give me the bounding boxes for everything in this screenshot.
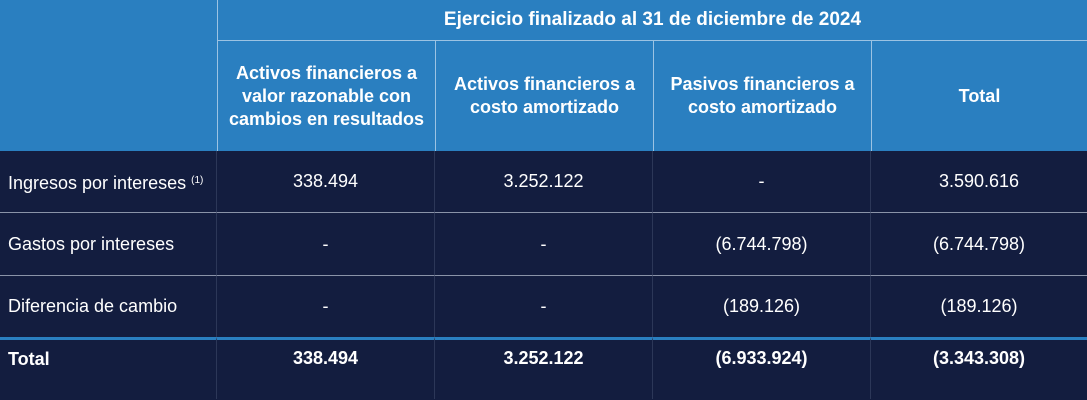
total-cell: (6.933.924): [653, 337, 871, 399]
row-label-interest-income: Ingresos por intereses (1): [0, 151, 217, 213]
row-label-exchange-difference: Diferencia de cambio: [0, 276, 217, 337]
column-header-total: Total: [871, 40, 1087, 151]
column-header-fvtpl: Activos financieros a valor razonable co…: [217, 40, 435, 151]
table-cell: -: [435, 213, 653, 276]
table-cell: -: [217, 213, 435, 276]
total-cell: 338.494: [217, 337, 435, 399]
table-cell: -: [217, 276, 435, 337]
header-corner: [0, 0, 217, 151]
table-cell: (6.744.798): [653, 213, 871, 276]
table-cell: -: [653, 151, 871, 213]
footnote-marker: (1): [191, 174, 204, 186]
table-title: Ejercicio finalizado al 31 de diciembre …: [217, 0, 1087, 40]
total-cell: (3.343.308): [871, 337, 1087, 399]
column-header-assets-amortized: Activos financieros a costo amortizado: [435, 40, 653, 151]
table-cell: -: [435, 276, 653, 337]
row-label-interest-expense: Gastos por intereses: [0, 213, 217, 276]
table-cell: 3.252.122: [435, 151, 653, 213]
table-cell: 3.590.616: [871, 151, 1087, 213]
column-header-liabilities-amortized: Pasivos financieros a costo amortizado: [653, 40, 871, 151]
table-cell: 338.494: [217, 151, 435, 213]
row-label-total: Total: [0, 337, 217, 399]
table-cell: (6.744.798): [871, 213, 1087, 276]
row-label-text: Ingresos por intereses: [8, 172, 187, 193]
table-cell: (189.126): [653, 276, 871, 337]
table-cell: (189.126): [940, 296, 1018, 316]
total-cell: 3.252.122: [435, 337, 653, 399]
